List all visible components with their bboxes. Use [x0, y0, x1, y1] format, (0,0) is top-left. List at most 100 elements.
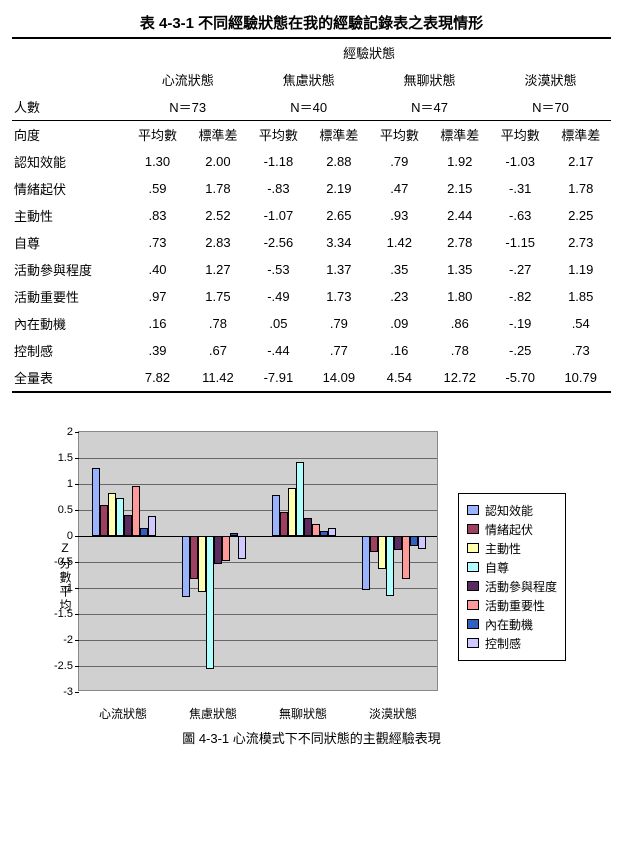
- cell: 14.09: [309, 364, 369, 392]
- cell: 2.52: [188, 202, 248, 229]
- cell: -.44: [248, 337, 308, 364]
- bar: [132, 486, 140, 536]
- legend-label: 內在動機: [485, 616, 533, 633]
- cell: .73: [550, 337, 611, 364]
- cell: .97: [127, 283, 187, 310]
- legend-label: 認知效能: [485, 502, 533, 519]
- cell: .47: [369, 175, 429, 202]
- bar: [296, 462, 304, 536]
- cell: 1.19: [550, 256, 611, 283]
- bar: [148, 516, 156, 536]
- cell: 1.27: [188, 256, 248, 283]
- bar: [272, 495, 280, 536]
- cell: .16: [127, 310, 187, 337]
- cell: 7.82: [127, 364, 187, 392]
- cell: 1.75: [188, 283, 248, 310]
- mean-header: 平均數: [127, 121, 187, 149]
- cell: .93: [369, 202, 429, 229]
- cell: .78: [430, 337, 490, 364]
- dimension-label: 活動重要性: [12, 283, 127, 310]
- cell: -1.03: [490, 148, 550, 175]
- x-label: 無聊狀態: [258, 705, 348, 722]
- cell: .54: [550, 310, 611, 337]
- cell: .39: [127, 337, 187, 364]
- dimension-label: 活動參與程度: [12, 256, 127, 283]
- cell: 4.54: [369, 364, 429, 392]
- cell: 1.30: [127, 148, 187, 175]
- cell: 11.42: [188, 364, 248, 392]
- legend-item: 自尊: [467, 559, 557, 576]
- legend-swatch: [467, 505, 479, 515]
- cell: .73: [127, 229, 187, 256]
- dimension-label: 認知效能: [12, 148, 127, 175]
- people-label: 人數: [12, 93, 127, 121]
- cell: -1.07: [248, 202, 308, 229]
- cell: -.25: [490, 337, 550, 364]
- mean-header: 平均數: [369, 121, 429, 149]
- bar: [410, 536, 418, 546]
- legend-label: 活動參與程度: [485, 578, 557, 595]
- cell: 1.78: [188, 175, 248, 202]
- cell: -.27: [490, 256, 550, 283]
- cell: 12.72: [430, 364, 490, 392]
- legend-item: 內在動機: [467, 616, 557, 633]
- cell: 1.80: [430, 283, 490, 310]
- cell: .05: [248, 310, 308, 337]
- x-label: 焦慮狀態: [168, 705, 258, 722]
- legend-swatch: [467, 619, 479, 629]
- cell: 2.19: [309, 175, 369, 202]
- cell: .86: [430, 310, 490, 337]
- cell: 1.73: [309, 283, 369, 310]
- legend-item: 活動重要性: [467, 597, 557, 614]
- total-row-label: 全量表: [12, 364, 127, 392]
- legend-item: 認知效能: [467, 502, 557, 519]
- dimension-header: 向度: [12, 121, 127, 149]
- super-header: 經驗狀態: [127, 38, 611, 66]
- cell: 2.73: [550, 229, 611, 256]
- legend-item: 控制感: [467, 635, 557, 652]
- cell: -5.70: [490, 364, 550, 392]
- legend-label: 情緒起伏: [485, 521, 533, 538]
- legend-swatch: [467, 524, 479, 534]
- cell: 3.34: [309, 229, 369, 256]
- cell: 2.78: [430, 229, 490, 256]
- cell: -1.18: [248, 148, 308, 175]
- cell: .77: [309, 337, 369, 364]
- cell: .79: [369, 148, 429, 175]
- cell: .40: [127, 256, 187, 283]
- legend-swatch: [467, 600, 479, 610]
- cell: .83: [127, 202, 187, 229]
- legend-swatch: [467, 543, 479, 553]
- mean-header: 平均數: [490, 121, 550, 149]
- legend: 認知效能情緒起伏主動性自尊活動參與程度活動重要性內在動機控制感: [458, 493, 566, 661]
- dimension-label: 內在動機: [12, 310, 127, 337]
- bar: [116, 498, 124, 536]
- group-header: 無聊狀態: [369, 66, 490, 93]
- bar: [328, 528, 336, 536]
- cell: .67: [188, 337, 248, 364]
- dimension-label: 情緒起伏: [12, 175, 127, 202]
- bar: [378, 536, 386, 569]
- bar: [100, 505, 108, 536]
- bar: [320, 531, 328, 536]
- cell: -.49: [248, 283, 308, 310]
- cell: 2.00: [188, 148, 248, 175]
- bar: [222, 536, 230, 561]
- sd-header: 標準差: [430, 121, 490, 149]
- bar: [370, 536, 378, 552]
- cell: -7.91: [248, 364, 308, 392]
- y-axis-title: Z分數平均: [57, 541, 74, 613]
- dimension-label: 主動性: [12, 202, 127, 229]
- legend-label: 主動性: [485, 540, 521, 557]
- cell: 1.37: [309, 256, 369, 283]
- bar: [312, 524, 320, 536]
- bar: [280, 512, 288, 536]
- mean-header: 平均數: [248, 121, 308, 149]
- group-n: N＝47: [369, 93, 490, 121]
- group-header: 淡漠狀態: [490, 66, 611, 93]
- legend-label: 控制感: [485, 635, 521, 652]
- bar: [362, 536, 370, 590]
- bar: [206, 536, 214, 669]
- cell: -.82: [490, 283, 550, 310]
- legend-item: 活動參與程度: [467, 578, 557, 595]
